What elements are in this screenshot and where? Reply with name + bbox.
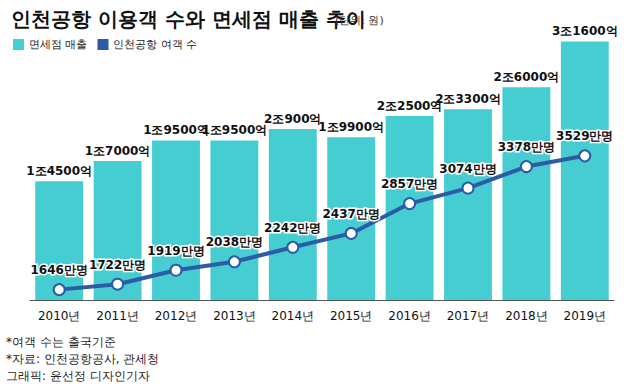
svg-text:1919만명: 1919만명 <box>147 244 204 258</box>
svg-text:*자료: 인천공항공사, 관세청: *자료: 인천공항공사, 관세청 <box>6 352 160 366</box>
svg-text:1조9900억: 1조9900억 <box>318 120 384 134</box>
svg-text:면세점 매출: 면세점 매출 <box>29 38 88 51</box>
svg-text:2857만명: 2857만명 <box>381 177 438 191</box>
svg-text:1조4500억: 1조4500억 <box>26 164 92 178</box>
svg-text:2012년: 2012년 <box>155 309 198 323</box>
svg-text:2조3300억: 2조3300억 <box>435 92 501 106</box>
svg-text:3074만명: 3074만명 <box>439 162 496 176</box>
svg-text:1조7000억: 1조7000억 <box>85 144 151 158</box>
svg-text:2011년: 2011년 <box>96 309 139 323</box>
svg-text:인천공항 여객 수: 인천공항 여객 수 <box>113 38 197 51</box>
svg-text:1646만명: 1646만명 <box>30 263 87 277</box>
svg-text:2조6000억: 2조6000억 <box>494 70 560 84</box>
svg-text:2017년: 2017년 <box>447 309 490 323</box>
svg-text:2015년: 2015년 <box>330 309 373 323</box>
svg-text:1722만명: 1722만명 <box>89 258 146 272</box>
svg-text:*여객 수는 출국기준: *여객 수는 출국기준 <box>6 335 116 349</box>
svg-text:2038만명: 2038만명 <box>206 235 263 249</box>
svg-text:2014년: 2014년 <box>272 309 315 323</box>
svg-text:3529만명: 3529만명 <box>556 129 613 143</box>
svg-text:3조1600억: 3조1600억 <box>552 24 618 38</box>
svg-text:1조9500억: 1조9500억 <box>202 123 268 137</box>
svg-text:(단위: 원): (단위: 원) <box>335 14 384 27</box>
svg-text:2016년: 2016년 <box>388 309 431 323</box>
svg-text:2013년: 2013년 <box>213 309 256 323</box>
svg-text:2019년: 2019년 <box>564 309 607 323</box>
svg-text:2242만명: 2242만명 <box>264 221 321 235</box>
svg-text:2010년: 2010년 <box>38 309 81 323</box>
svg-text:2조2500억: 2조2500억 <box>377 99 443 113</box>
svg-text:1조9500억: 1조9500억 <box>143 123 209 137</box>
svg-text:3378만명: 3378만명 <box>498 140 555 154</box>
svg-text:그래픽: 윤선정 디자인기자: 그래픽: 윤선정 디자인기자 <box>6 369 150 383</box>
svg-text:2조900억: 2조900억 <box>264 112 321 126</box>
svg-text:인천공항 이용객 수와 면세점 매출 추이: 인천공항 이용객 수와 면세점 매출 추이 <box>11 7 366 31</box>
svg-text:2018년: 2018년 <box>505 309 548 323</box>
svg-text:2437만명: 2437만명 <box>322 207 379 221</box>
